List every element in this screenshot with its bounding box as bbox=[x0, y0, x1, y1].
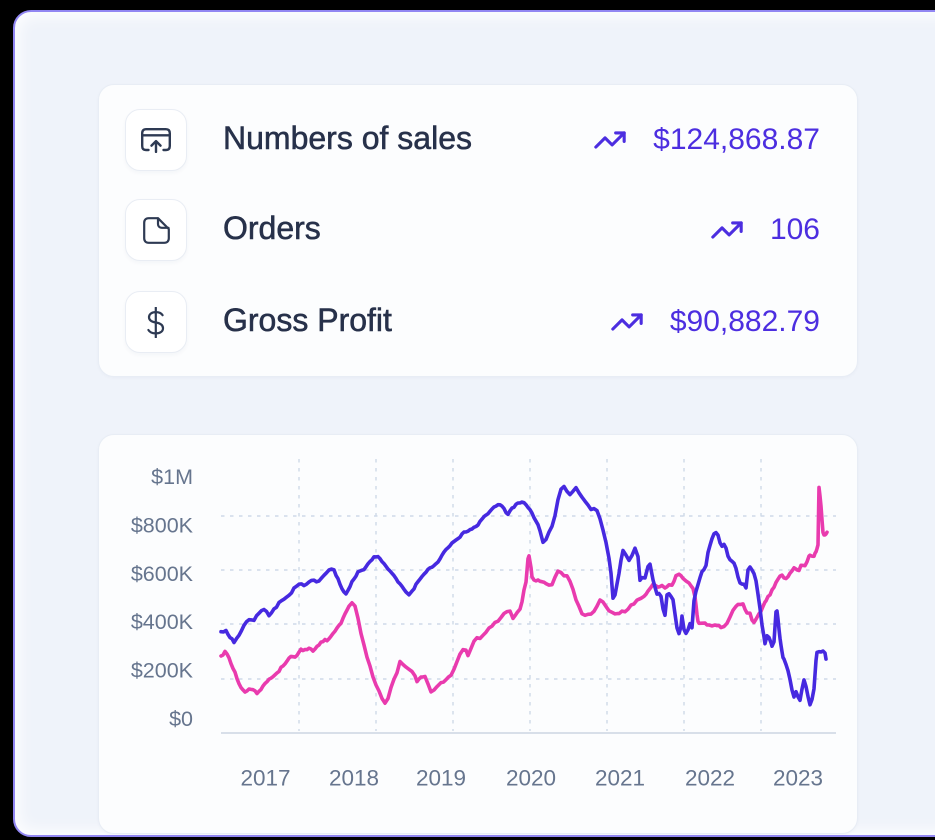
svg-text:2020: 2020 bbox=[506, 766, 556, 791]
svg-text:$600K: $600K bbox=[131, 562, 194, 586]
svg-text:2019: 2019 bbox=[416, 766, 466, 791]
svg-text:$400K: $400K bbox=[131, 610, 194, 634]
svg-text:$0: $0 bbox=[169, 707, 193, 731]
svg-text:$200K: $200K bbox=[131, 659, 194, 683]
svg-text:2017: 2017 bbox=[240, 766, 290, 791]
svg-text:2022: 2022 bbox=[685, 766, 735, 791]
svg-text:$1M: $1M bbox=[151, 465, 193, 489]
svg-text:2018: 2018 bbox=[329, 766, 379, 791]
svg-text:$800K: $800K bbox=[131, 513, 194, 537]
svg-text:2021: 2021 bbox=[595, 766, 645, 791]
svg-text:2023: 2023 bbox=[773, 766, 823, 791]
